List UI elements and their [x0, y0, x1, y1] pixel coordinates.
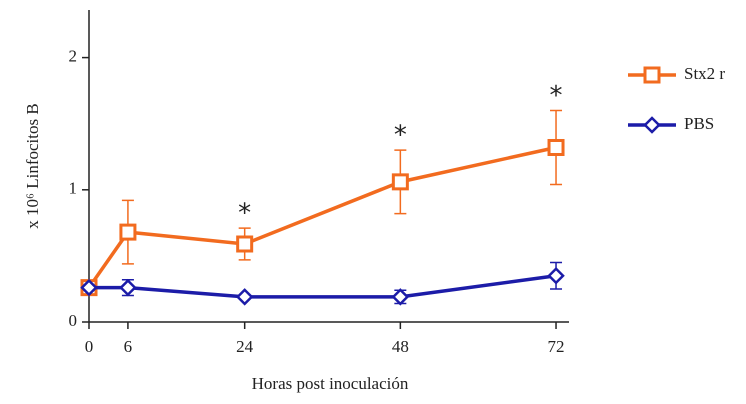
- legend-label: Stx2 r: [684, 64, 725, 83]
- marker: [119, 223, 137, 241]
- marker: [236, 235, 254, 253]
- annotation: *: [394, 121, 407, 151]
- series-line: [89, 273, 557, 299]
- marker: [547, 266, 565, 285]
- series-line: [87, 145, 557, 289]
- legend-label: PBS: [684, 114, 714, 133]
- y-tick-label: 1: [69, 179, 78, 198]
- x-axis-label: Horas post inoculación: [252, 374, 409, 393]
- marker: [80, 278, 98, 297]
- marker: [643, 66, 661, 84]
- marker: [235, 288, 254, 306]
- marker: [391, 288, 410, 306]
- y-axis-label: x 10⁶ Linfocitos B: [23, 103, 42, 228]
- marker: [547, 138, 565, 156]
- x-tick-label: 6: [124, 337, 133, 356]
- y-tick-label: 2: [69, 46, 78, 65]
- x-tick-label: 72: [548, 337, 565, 356]
- x-tick-label: 48: [392, 337, 409, 356]
- marker: [119, 278, 137, 297]
- x-tick-label: 0: [85, 337, 94, 356]
- marker: [391, 173, 409, 191]
- marker: [643, 116, 661, 134]
- annotation: *: [550, 81, 563, 111]
- y-tick-label: 0: [69, 311, 78, 330]
- x-tick-label: 24: [236, 337, 254, 356]
- annotation: *: [238, 199, 251, 229]
